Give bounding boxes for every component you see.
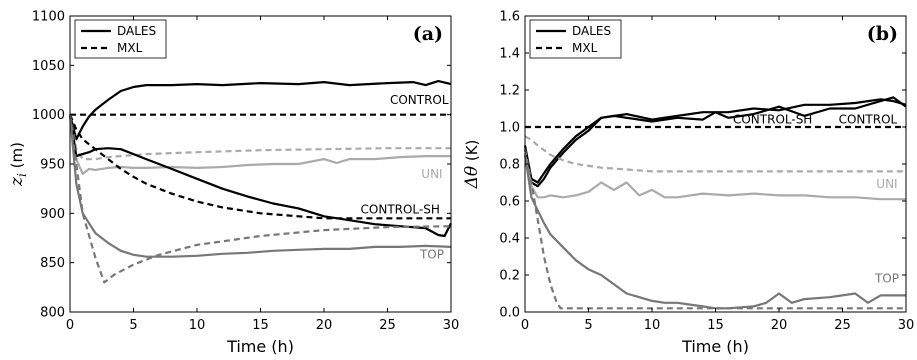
panel-a-y-tick-label: 850 <box>40 256 65 271</box>
panel-a-series-uni-dales <box>68 114 451 175</box>
panel-a-x-tick-label: 30 <box>443 318 460 333</box>
panel-a-y-tick-label: 950 <box>40 158 65 173</box>
panel-a-x-tick-label: 20 <box>316 318 333 333</box>
panel-b-x-tick-label: 10 <box>644 318 661 333</box>
panel-a-annotation-top: TOP <box>419 248 444 262</box>
panel-a-annotation-control: CONTROL <box>390 93 449 107</box>
panel-b-legend-label-mxl: MXL <box>572 41 598 55</box>
panel-b-y-tick-label: 0.6 <box>499 195 520 210</box>
panel-b-series-top-mxl <box>523 148 906 310</box>
panel-b-y-tick-label: 1.0 <box>499 121 520 136</box>
panel-a-y-tick-label: 800 <box>40 306 65 321</box>
panel-b-annotation-control: CONTROL <box>839 112 898 126</box>
panel-b-series-uni-mxl <box>524 135 906 173</box>
panel-b-x-tick-label: 0 <box>521 318 529 333</box>
panel-a-y-axis-label: zi (m) <box>7 142 29 187</box>
panel-b-series-top-dales <box>523 154 906 310</box>
panel-a-series-top-dales <box>68 114 452 258</box>
panel-a-y-tick-label: 900 <box>40 207 65 222</box>
panel-b-x-tick-label: 20 <box>771 318 788 333</box>
panel-b-y-tick-label: 0.4 <box>499 232 520 247</box>
panel-a-series-uni-mxl <box>68 114 451 161</box>
panel-b-x-tick-label: 30 <box>898 318 915 333</box>
panel-b-legend-label-dales: DALES <box>572 24 611 38</box>
panel-a-series-control-dales <box>68 79 452 141</box>
panel-b-y-tick-label: 1.6 <box>499 10 520 25</box>
panel-b-x-axis-label: Time (h) <box>681 337 749 356</box>
panel-b-legend-box <box>529 19 622 59</box>
panel-b-x-tick-label: 5 <box>584 318 592 333</box>
panel-a-x-tick-label: 5 <box>129 318 137 333</box>
panel-b-chart: 0 5 10 15 20 25 30 0.0 0.2 0.4 0.6 0.8 1.0 1.2 1.4 1.6 T… <box>462 10 914 357</box>
panel-b-legend: DALES MXL <box>529 19 622 59</box>
panel-a-legend-label-dales: DALES <box>117 24 156 38</box>
panel-a-y-tick-label: 1000 <box>32 108 65 123</box>
panel-a-annotation-uni: UNI <box>421 167 442 181</box>
panel-b-annotation-uni: UNI <box>876 177 897 191</box>
panel-a-x-axis-label: Time (h) <box>226 337 294 356</box>
panel-a-chart: 0 5 10 15 20 25 30 800 850 900 950 1000 1050 1100 Time… <box>7 10 459 357</box>
panel-b-y-tick-label: 0.2 <box>499 269 520 284</box>
panel-b-panel-label: (b) <box>867 23 898 45</box>
panel-a-y-tick-label: 1050 <box>32 59 65 74</box>
panel-a-legend-label-mxl: MXL <box>117 41 143 55</box>
panel-b-y-axis-label: Δθ (K) <box>462 140 482 190</box>
panel-b-series-control-dales <box>523 98 907 188</box>
panel-b-series-uni-dales <box>523 154 906 201</box>
panel-b-x-tick-label: 25 <box>834 318 851 333</box>
panel-a-series-control-sh-dales <box>68 114 452 238</box>
panel-b-y-tick-label: 0.0 <box>499 306 520 321</box>
panel-a-x-tick-label: 25 <box>379 318 396 333</box>
panel-b-annotation-control-sh: CONTROL-SH <box>733 112 812 126</box>
panel-a-annotation-control-sh: CONTROL-SH <box>361 202 440 216</box>
panel-b-annotation-top: TOP <box>874 271 899 285</box>
panel-a-legend-box <box>74 19 167 59</box>
panel-b-series-control-sh-dales <box>523 96 907 184</box>
panel-b-x-tick-label: 15 <box>707 318 724 333</box>
panel-a-legend: DALES MXL <box>74 19 167 59</box>
panel-b-y-tick-label: 0.8 <box>499 158 520 173</box>
panel-a-series-control-sh-mxl <box>68 114 451 220</box>
panel-a-panel-label: (a) <box>413 23 443 45</box>
panel-b-y-tick-label: 1.2 <box>499 84 520 99</box>
panel-a-series-top-mxl <box>68 114 452 284</box>
panel-b-y-tick-label: 1.4 <box>499 47 520 62</box>
panel-a-x-tick-label: 15 <box>252 318 269 333</box>
panel-a-x-tick-label: 0 <box>66 318 74 333</box>
panel-a-x-tick-label: 10 <box>189 318 206 333</box>
panel-a-y-tick-label: 1100 <box>32 10 65 25</box>
